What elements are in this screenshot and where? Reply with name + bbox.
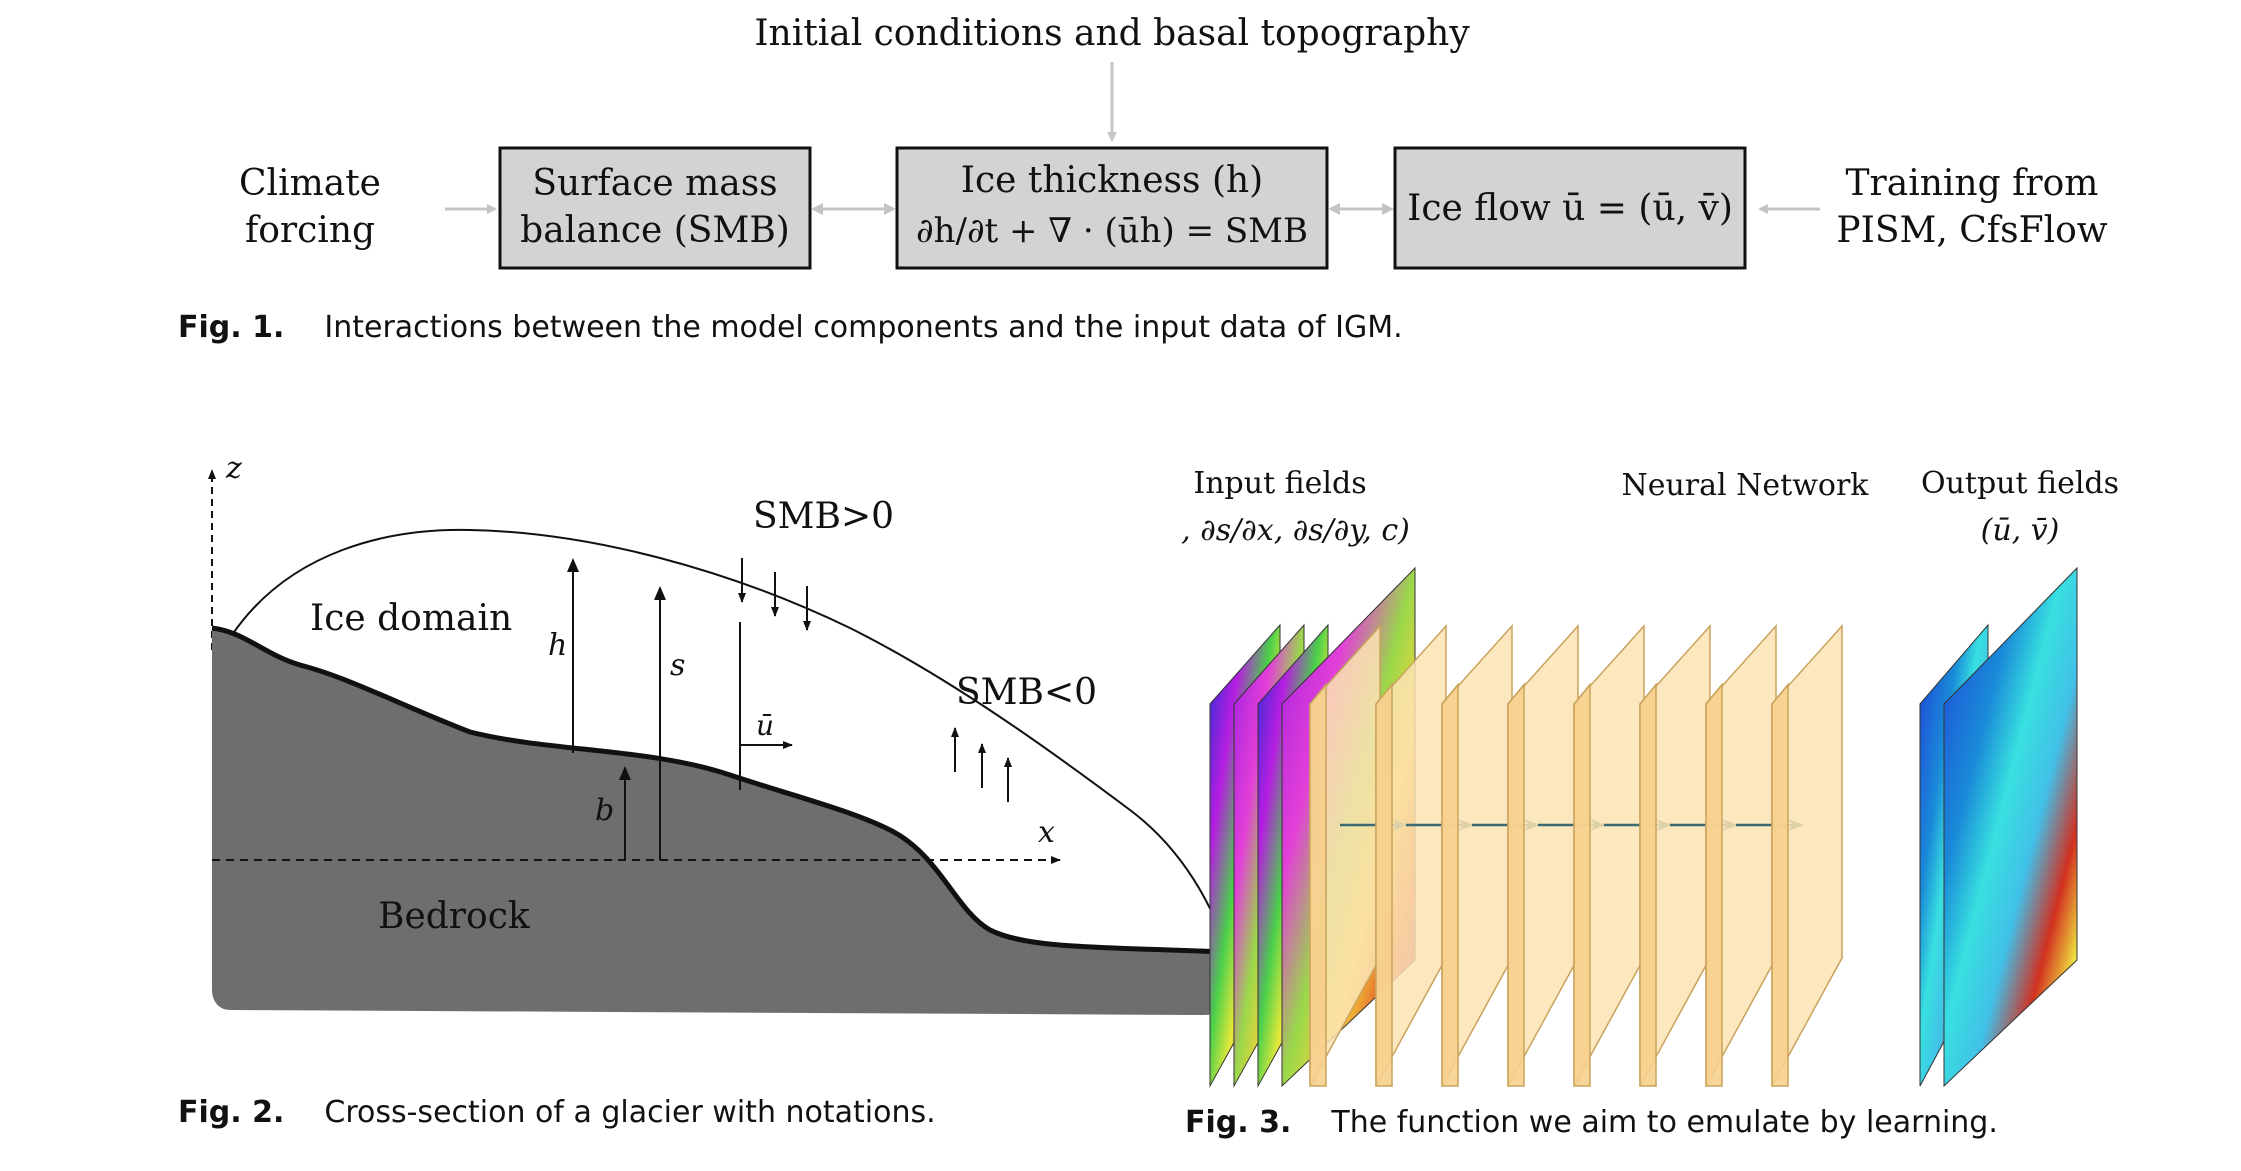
- fig1-right-label-line1: Training from: [1846, 163, 2099, 204]
- fig1-box-thickness-line2: ∂h/∂t + ∇ · (ūh) = SMB: [916, 211, 1308, 251]
- bedrock-label: Bedrock: [378, 896, 531, 937]
- x-axis-label: x: [1038, 815, 1055, 850]
- smb-negative-label: SMB<0: [956, 672, 1097, 713]
- b-label: b: [595, 793, 614, 828]
- fig1-box-smb-line1: Surface mass: [532, 163, 777, 204]
- output-map-2: [1943, 566, 2078, 1088]
- neural-network-title: Neural Network: [1621, 468, 1869, 503]
- fig1-box-thickness-line1: Ice thickness (h): [961, 160, 1263, 201]
- nn-layer-front: [1705, 682, 1723, 1087]
- bedrock-surface-line: [211, 625, 1229, 955]
- bedrock-shape: [212, 628, 1241, 1015]
- fig1-box-smb: [498, 146, 812, 270]
- fig3-caption: Fig. 3. The function we aim to emulate by…: [1185, 1105, 1998, 1140]
- fig1-caption-text: Interactions between the model component…: [324, 310, 1403, 345]
- fig2-caption-text: Cross-section of a glacier with notation…: [324, 1095, 936, 1130]
- output-fields-title: Output fields: [1921, 466, 2119, 501]
- fig2-diagram: z x h s b ū Ice domain Bedrock SMB>0 SMB…: [208, 451, 1241, 1015]
- h-label: h: [548, 628, 567, 663]
- nn-layer-front: [1573, 682, 1591, 1087]
- fig3-diagram: Input fields (h, ∂s/∂x, ∂s/∂y, c) Neural…: [1180, 466, 2119, 1088]
- s-label: s: [670, 648, 685, 683]
- nn-layer-front: [1771, 682, 1789, 1087]
- input-fields-title: Input fields: [1193, 466, 1366, 501]
- fig1-caption: Fig. 1. Interactions between the model co…: [178, 310, 1403, 345]
- u-label: ū: [756, 709, 774, 742]
- nn-layers: [1309, 624, 1843, 1087]
- input-fields-vars: (h, ∂s/∂x, ∂s/∂y, c): [1180, 513, 1410, 548]
- fig1-box-thickness: [895, 146, 1329, 270]
- fig1-right-label-line2: PISM, CfsFlow: [1836, 210, 2107, 251]
- nn-layer-front: [1507, 682, 1525, 1087]
- fig1-left-label-line1: Climate: [239, 163, 381, 204]
- fig2-caption: Fig. 2. Cross-section of a glacier with n…: [178, 1095, 936, 1130]
- fig1-box-smb-line2: balance (SMB): [520, 210, 790, 251]
- nn-layer-front: [1375, 682, 1393, 1087]
- fig1-box-flow-line1: Ice flow ū = (ū, v̄): [1407, 188, 1733, 229]
- fig3-caption-label: Fig. 3.: [1185, 1105, 1292, 1140]
- fig1-left-label-line2: forcing: [245, 210, 375, 251]
- ice-domain-label: Ice domain: [310, 598, 512, 639]
- z-axis-label: z: [225, 451, 242, 486]
- fig1-box-flow: [1393, 146, 1747, 270]
- output-fields-vars: (ū, v̄): [1981, 513, 2060, 548]
- nn-layer-front: [1441, 682, 1459, 1087]
- fig3-caption-text: The function we aim to emulate by learni…: [1331, 1105, 1998, 1140]
- fig2-caption-label: Fig. 2.: [178, 1095, 285, 1130]
- fig1-top-label: Initial conditions and basal topography: [754, 13, 1470, 54]
- smb-positive-label: SMB>0: [753, 496, 894, 537]
- fig1-diagram: Initial conditions and basal topography …: [239, 13, 2108, 270]
- ice-surface-line: [231, 528, 1236, 976]
- nn-layer-front: [1309, 682, 1327, 1087]
- nn-layer-front: [1639, 682, 1657, 1087]
- output-field-maps: [1919, 566, 2078, 1088]
- fig1-caption-label: Fig. 1.: [178, 310, 285, 345]
